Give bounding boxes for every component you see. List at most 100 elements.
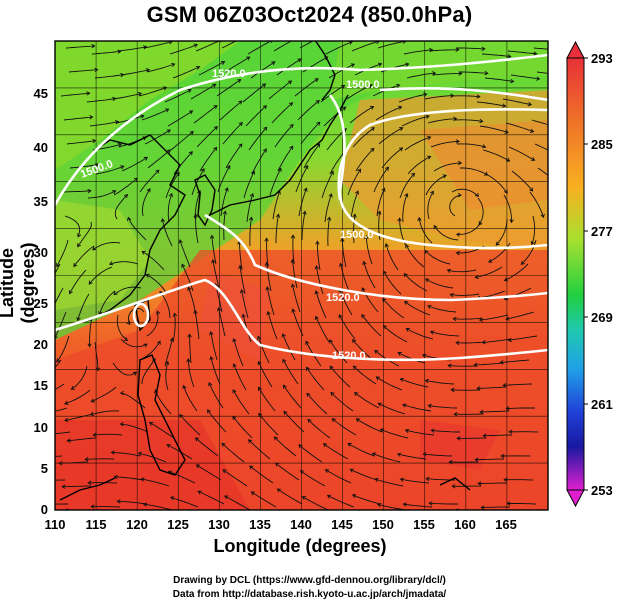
streamline [407, 156, 431, 175]
streamline [245, 105, 267, 127]
streamline-arrowhead [209, 234, 215, 239]
streamline-arrowhead [315, 240, 320, 245]
streamline [507, 503, 537, 505]
streamline [376, 188, 386, 217]
streamline-arrowhead [143, 343, 148, 348]
streamline [55, 383, 65, 390]
streamline-arrowhead [554, 99, 557, 103]
streamline-arrowhead [331, 418, 336, 423]
streamline-arrowhead [213, 105, 218, 109]
streamline-arrowhead [455, 47, 460, 52]
streamline-arrowhead [403, 272, 408, 278]
streamline-arrowhead [39, 412, 42, 416]
streamline [251, 491, 277, 508]
streamline [385, 243, 399, 271]
streamline [374, 478, 404, 487]
streamline [167, 110, 193, 127]
streamline-arrowhead [405, 328, 410, 332]
streamline-arrowhead [212, 83, 217, 88]
streamline-arrowhead [172, 312, 178, 317]
streamline [224, 56, 250, 73]
lat-tick: 5 [41, 461, 48, 476]
streamline [427, 191, 434, 220]
streamline [64, 215, 81, 237]
streamline-arrowhead [478, 317, 483, 323]
streamline-arrowhead [88, 280, 93, 285]
streamline-arrowhead [402, 403, 407, 408]
streamline [341, 238, 347, 268]
streamline-arrowhead [273, 436, 278, 441]
streamline [283, 411, 305, 433]
streamline-arrowhead [338, 314, 343, 319]
streamline-arrowhead [141, 250, 146, 255]
streamline [164, 338, 173, 367]
streamline [55, 287, 64, 305]
streamline-arrowhead [142, 502, 148, 507]
streamline [77, 293, 90, 321]
streamline-arrowhead [314, 315, 319, 320]
streamline [141, 478, 170, 487]
streamline-arrowhead [402, 502, 407, 507]
colorbar: 293 285 277 269 261 253 [566, 40, 613, 508]
streamline-arrowhead [370, 127, 375, 131]
streamline [258, 413, 279, 436]
streamline [485, 173, 508, 194]
streamline [232, 389, 250, 415]
streamline [139, 169, 160, 193]
streamline [482, 149, 510, 162]
streamline-arrowhead [399, 377, 404, 382]
streamline [179, 239, 191, 268]
streamline [430, 140, 460, 148]
streamline-arrowhead [271, 61, 276, 66]
streamline [520, 239, 537, 265]
streamline-arrowhead [116, 499, 121, 504]
streamline-arrowhead [248, 216, 254, 221]
streamline-arrowhead [479, 409, 484, 415]
lon-tick: 155 [413, 517, 435, 532]
streamline [323, 106, 346, 127]
streamline [423, 453, 453, 457]
streamline-arrowhead [90, 504, 95, 509]
streamline [475, 458, 505, 461]
streamline-arrowhead [73, 262, 78, 268]
streamline-arrowhead [232, 363, 237, 368]
lon-tick: 140 [290, 517, 312, 532]
streamline-arrowhead [277, 167, 282, 172]
streamline-arrowhead [187, 286, 192, 291]
streamline-arrowhead [250, 491, 255, 496]
streamline-arrowhead [193, 213, 198, 218]
streamline [451, 389, 481, 391]
streamline [456, 341, 486, 344]
streamline [282, 333, 296, 361]
streamline-arrowhead [382, 297, 387, 303]
streamline-arrowhead [169, 496, 175, 501]
streamline [117, 500, 147, 505]
streamline [276, 58, 302, 76]
streamline [222, 469, 248, 487]
streamline-arrowhead [324, 469, 329, 474]
streamline [146, 63, 175, 73]
streamline [295, 165, 309, 193]
streamline [531, 215, 536, 245]
streamline-arrowhead [507, 337, 512, 343]
streamline-arrowhead [455, 340, 460, 346]
streamline-arrowhead [221, 442, 226, 447]
streamline-arrowhead [455, 232, 461, 237]
streamline-arrowhead [480, 505, 485, 510]
streamline-arrowhead [209, 331, 214, 336]
streamline-arrowhead [89, 411, 95, 417]
colorbar-label: 253 [591, 483, 613, 498]
streamline-arrowhead [263, 126, 268, 131]
streamline-arrowhead [262, 105, 268, 110]
streamline [483, 434, 513, 437]
streamline [298, 188, 307, 217]
streamline [170, 496, 199, 508]
streamline-arrowhead [289, 145, 294, 150]
streamline-arrowhead [126, 320, 131, 325]
streamline-arrowhead [86, 91, 91, 96]
streamline-arrowhead [473, 362, 478, 368]
streamline [456, 143, 486, 148]
lat-tick: 20 [34, 337, 48, 352]
streamline [73, 245, 95, 267]
streamline-arrowhead [77, 243, 81, 248]
